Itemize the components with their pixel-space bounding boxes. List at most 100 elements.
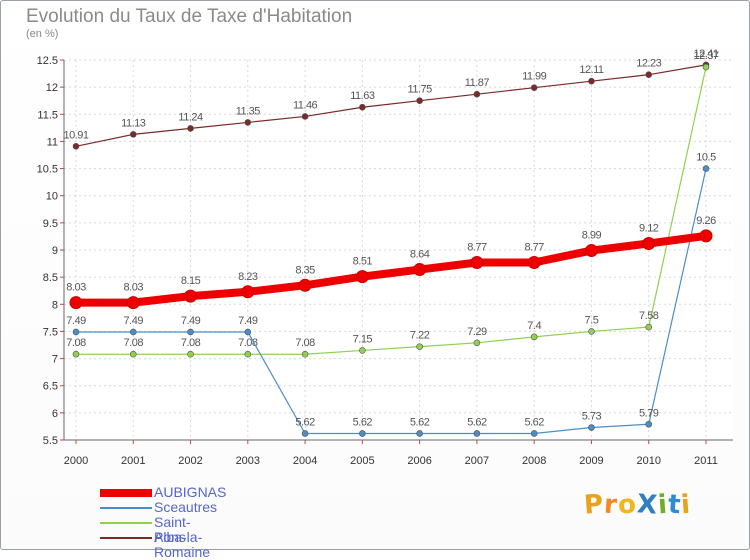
data-point: [187, 350, 194, 358]
data-label: 12.23: [636, 58, 661, 70]
data-label: 12.41: [693, 48, 718, 60]
data-label: 7.08: [295, 337, 315, 349]
data-label: 11.99: [522, 71, 547, 83]
y-tick-label: 10: [46, 191, 58, 203]
legend-swatch: [100, 489, 152, 497]
legend-swatch: [100, 507, 152, 509]
unit-label: (en %): [26, 28, 59, 40]
data-label: 11.63: [350, 90, 375, 102]
proxiti-logo: ProXiti: [582, 489, 693, 521]
y-tick-label: 10.5: [37, 164, 58, 176]
chart-title: Evolution du Taux de Taxe d'Habitation: [26, 6, 353, 27]
data-point: [416, 343, 423, 350]
data-point: [473, 339, 481, 347]
series-line-0: [72, 231, 710, 307]
data-label: 8.15: [181, 275, 201, 287]
data-label: 8.99: [582, 230, 602, 242]
y-tick-label: 8.5: [43, 272, 58, 284]
data-point: [645, 323, 653, 331]
data-label: 5.62: [524, 416, 544, 428]
data-point: [298, 278, 312, 292]
data-point: [702, 165, 710, 172]
data-label: 10.5: [696, 152, 716, 164]
data-point: [416, 430, 423, 437]
data-point: [645, 420, 653, 428]
legend-label: Saint-Pons: [154, 514, 191, 545]
x-tick-label: 2007: [465, 455, 489, 467]
data-label: 8.77: [524, 241, 544, 253]
data-label: 7.08: [66, 337, 86, 349]
x-tick-label: 2005: [350, 455, 374, 467]
data-label: 5.79: [639, 407, 659, 419]
data-point: [129, 328, 137, 336]
data-label: 7.08: [124, 337, 144, 349]
data-point: [530, 333, 538, 341]
data-label: 5.62: [410, 416, 430, 428]
x-tick-label: 2003: [236, 455, 260, 467]
y-tick-label: 5.5: [43, 435, 58, 447]
x-tick-label: 2008: [522, 455, 546, 467]
data-label: 8.23: [238, 271, 258, 283]
data-point: [413, 263, 427, 277]
logo-letter: X: [635, 489, 659, 521]
data-label: 9.12: [639, 222, 659, 234]
data-point: [187, 328, 194, 336]
data-label: 8.64: [410, 249, 430, 261]
legend-label: Alba-la-Romaine: [154, 529, 211, 560]
y-tick-label: 11: [47, 136, 58, 148]
x-tick-label: 2004: [293, 455, 317, 467]
y-tick-label: 7.5: [43, 326, 58, 338]
data-label: 7.49: [124, 315, 144, 327]
series-line-3: [75, 64, 707, 147]
data-point: [642, 236, 656, 250]
x-tick-label: 2006: [407, 455, 431, 467]
y-tick-label: 11.5: [37, 109, 58, 121]
data-label: 5.62: [295, 416, 315, 428]
data-point: [72, 143, 80, 150]
data-label: 12.11: [579, 64, 604, 76]
data-point: [301, 430, 309, 437]
data-point: [126, 296, 140, 310]
data-label: 5.62: [467, 416, 487, 428]
y-tick-label: 6: [52, 408, 58, 420]
x-tick-label: 2002: [178, 455, 202, 467]
data-label: 7.08: [238, 337, 258, 349]
logo-letter: P: [582, 489, 606, 521]
data-label: 7.15: [353, 333, 373, 345]
data-label: 10.91: [63, 129, 88, 141]
y-tick-label: 9: [52, 245, 58, 257]
logo-letter: o: [616, 489, 638, 521]
x-tick-label: 2010: [636, 455, 660, 467]
data-point: [355, 270, 369, 284]
data-label: 11.75: [408, 84, 433, 96]
data-point: [416, 97, 423, 105]
data-point: [244, 328, 252, 336]
data-point: [244, 350, 252, 358]
x-tick-label: 2009: [579, 455, 603, 467]
y-tick-label: 7: [52, 354, 58, 366]
data-label: 7.08: [181, 337, 201, 349]
data-label: 8.03: [124, 282, 144, 294]
data-label: 9.26: [696, 215, 716, 227]
data-point: [588, 328, 595, 335]
data-point: [359, 347, 366, 354]
logo-letter: i: [680, 489, 693, 521]
series-line-1: [75, 167, 707, 435]
data-point: [129, 131, 137, 138]
data-point: [699, 229, 713, 243]
data-point: [359, 430, 366, 437]
data-label: 7.49: [66, 315, 86, 327]
data-point: [470, 255, 484, 269]
y-tick-label: 6.5: [43, 381, 58, 393]
y-tick-label: 9.5: [43, 218, 58, 230]
data-label: 11.46: [293, 99, 318, 111]
data-label: 7.4: [527, 320, 541, 332]
data-label: 7.5: [585, 314, 599, 326]
data-point: [645, 71, 653, 78]
data-point: [584, 244, 598, 258]
legend-label: AUBIGNAS: [154, 484, 227, 500]
series-line-2: [75, 66, 707, 355]
y-tick-label: 12.5: [37, 55, 58, 67]
data-label: 7.22: [410, 330, 430, 342]
